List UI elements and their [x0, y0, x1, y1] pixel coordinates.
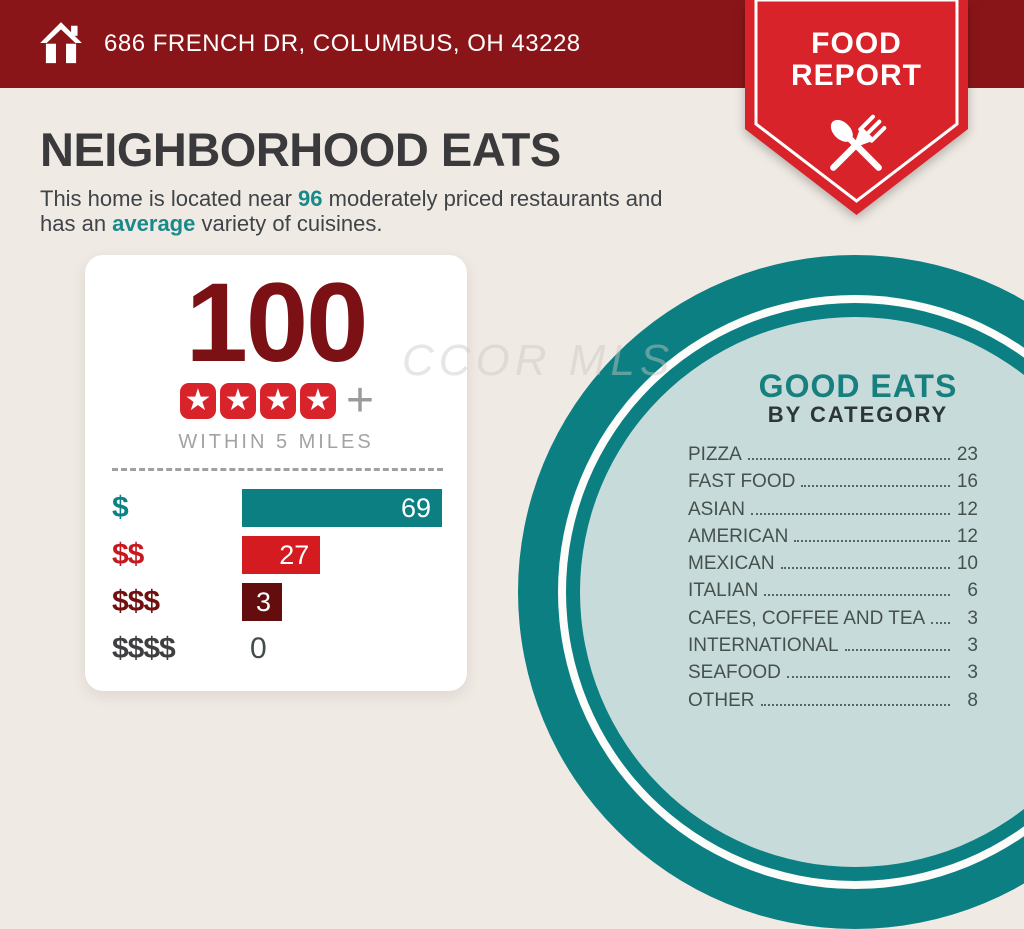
food-report-ribbon: FOOD REPORT	[745, 0, 968, 215]
category-value: 3	[967, 635, 978, 657]
restaurant-count: 96	[298, 186, 323, 211]
category-row: CAFES, COFFEE AND TEA 3	[688, 608, 978, 635]
price-bar-chart: $69 $$ 27 $$$ 3 $$$$ 0	[112, 489, 447, 677]
good-eats-subtitle: BY CATEGORY	[767, 402, 949, 427]
category-row: FAST FOOD 16	[688, 471, 978, 498]
category-value: 6	[967, 580, 978, 602]
category-label: INTERNATIONAL	[688, 635, 839, 657]
dotted-leader	[764, 594, 950, 597]
bar: 27	[242, 536, 321, 574]
score-value: 100	[185, 260, 369, 385]
category-row: OTHER 8	[688, 690, 978, 717]
star-icon: ★	[219, 383, 256, 419]
category-row: AMERICAN 12	[688, 526, 978, 553]
crossed-spoon-fork-icon	[811, 100, 901, 195]
ribbon-title: FOOD REPORT	[745, 28, 968, 92]
dotted-leader	[794, 539, 950, 542]
category-label: OTHER	[688, 689, 755, 711]
category-label: CAFES, COFFEE AND TEA	[688, 607, 926, 629]
bar-label: $$	[112, 538, 144, 571]
category-row: ASIAN 12	[688, 499, 978, 526]
plus-icon: +	[345, 374, 375, 427]
bar-row: $69	[112, 489, 447, 527]
bar: 69	[242, 489, 442, 527]
property-address: 686 FRENCH DR, COLUMBUS, OH 43228	[104, 30, 581, 57]
bar-value: 3	[255, 586, 271, 617]
star-icon: ★	[179, 383, 216, 419]
bar-value: 69	[400, 492, 431, 523]
star-icon: ★	[299, 383, 336, 419]
bar-label: $	[112, 491, 129, 524]
category-value: 12	[956, 525, 978, 547]
home-icon	[38, 20, 84, 71]
variety-level: average	[112, 211, 196, 236]
bar: 3	[242, 583, 282, 621]
category-value: 10	[956, 553, 978, 575]
category-label: SEAFOOD	[688, 662, 781, 684]
category-label: ITALIAN	[688, 580, 759, 602]
category-label: FAST FOOD	[688, 471, 796, 493]
category-value: 3	[967, 662, 978, 684]
category-row: MEXICAN 10	[688, 553, 978, 580]
category-row: INTERNATIONAL 3	[688, 635, 978, 662]
category-value: 3	[967, 607, 978, 629]
bar-value: 0	[250, 632, 267, 665]
intro-text-1: This home is located near	[40, 186, 299, 211]
intro-text-3: variety of cuisines.	[195, 211, 383, 236]
intro-paragraph: This home is located near 96 moderately …	[40, 186, 700, 236]
dotted-leader	[786, 676, 950, 679]
bar-row: $$$$ 0	[112, 630, 447, 668]
radius-label: WITHIN 5 MILES	[178, 431, 374, 453]
dotted-leader	[747, 458, 950, 460]
ribbon-shape	[745, 0, 968, 215]
good-eats-title: GOOD EATS	[758, 368, 958, 404]
dotted-leader	[931, 621, 950, 624]
category-value: 16	[956, 471, 978, 493]
category-label: MEXICAN	[688, 553, 775, 575]
star-rating: ★ ★ ★ ★ +	[85, 374, 467, 427]
category-label: ASIAN	[688, 498, 746, 520]
category-list: PIZZA 23 FAST FOOD 16 ASIAN 12 AMERICAN 12 MEXIC…	[688, 444, 978, 717]
dotted-leader	[760, 703, 950, 706]
bar-label: $$$$	[112, 632, 176, 665]
dotted-leader	[801, 485, 950, 488]
category-label: AMERICAN	[688, 525, 789, 547]
star-icon: ★	[259, 383, 296, 419]
category-value: 23	[956, 444, 978, 465]
category-value: 8	[967, 689, 978, 711]
intro-text-2: moderately priced restaurants and has an	[40, 186, 663, 236]
category-label: PIZZA	[688, 444, 742, 465]
dashed-divider	[112, 468, 443, 471]
category-value: 12	[956, 498, 978, 520]
page-title: NEIGHBORHOOD EATS	[40, 123, 561, 176]
bar-label: $$$	[112, 585, 160, 618]
dotted-leader	[844, 649, 950, 652]
dotted-leader	[751, 512, 950, 515]
score-card: 100 ★ ★ ★ ★ + WITHIN 5 MILES $69 $$ 27 $$$ 3 $$$$…	[85, 255, 467, 691]
category-row: PIZZA 23	[688, 444, 978, 471]
dotted-leader	[780, 567, 950, 570]
ribbon-line2: REPORT	[790, 59, 922, 92]
bar-row: $$ 27	[112, 536, 447, 574]
bar-row: $$$ 3	[112, 583, 447, 621]
ribbon-line1: FOOD	[811, 27, 902, 60]
bar-value: 27	[279, 539, 310, 570]
category-row: SEAFOOD 3	[688, 662, 978, 689]
category-row: ITALIAN 6	[688, 580, 978, 607]
